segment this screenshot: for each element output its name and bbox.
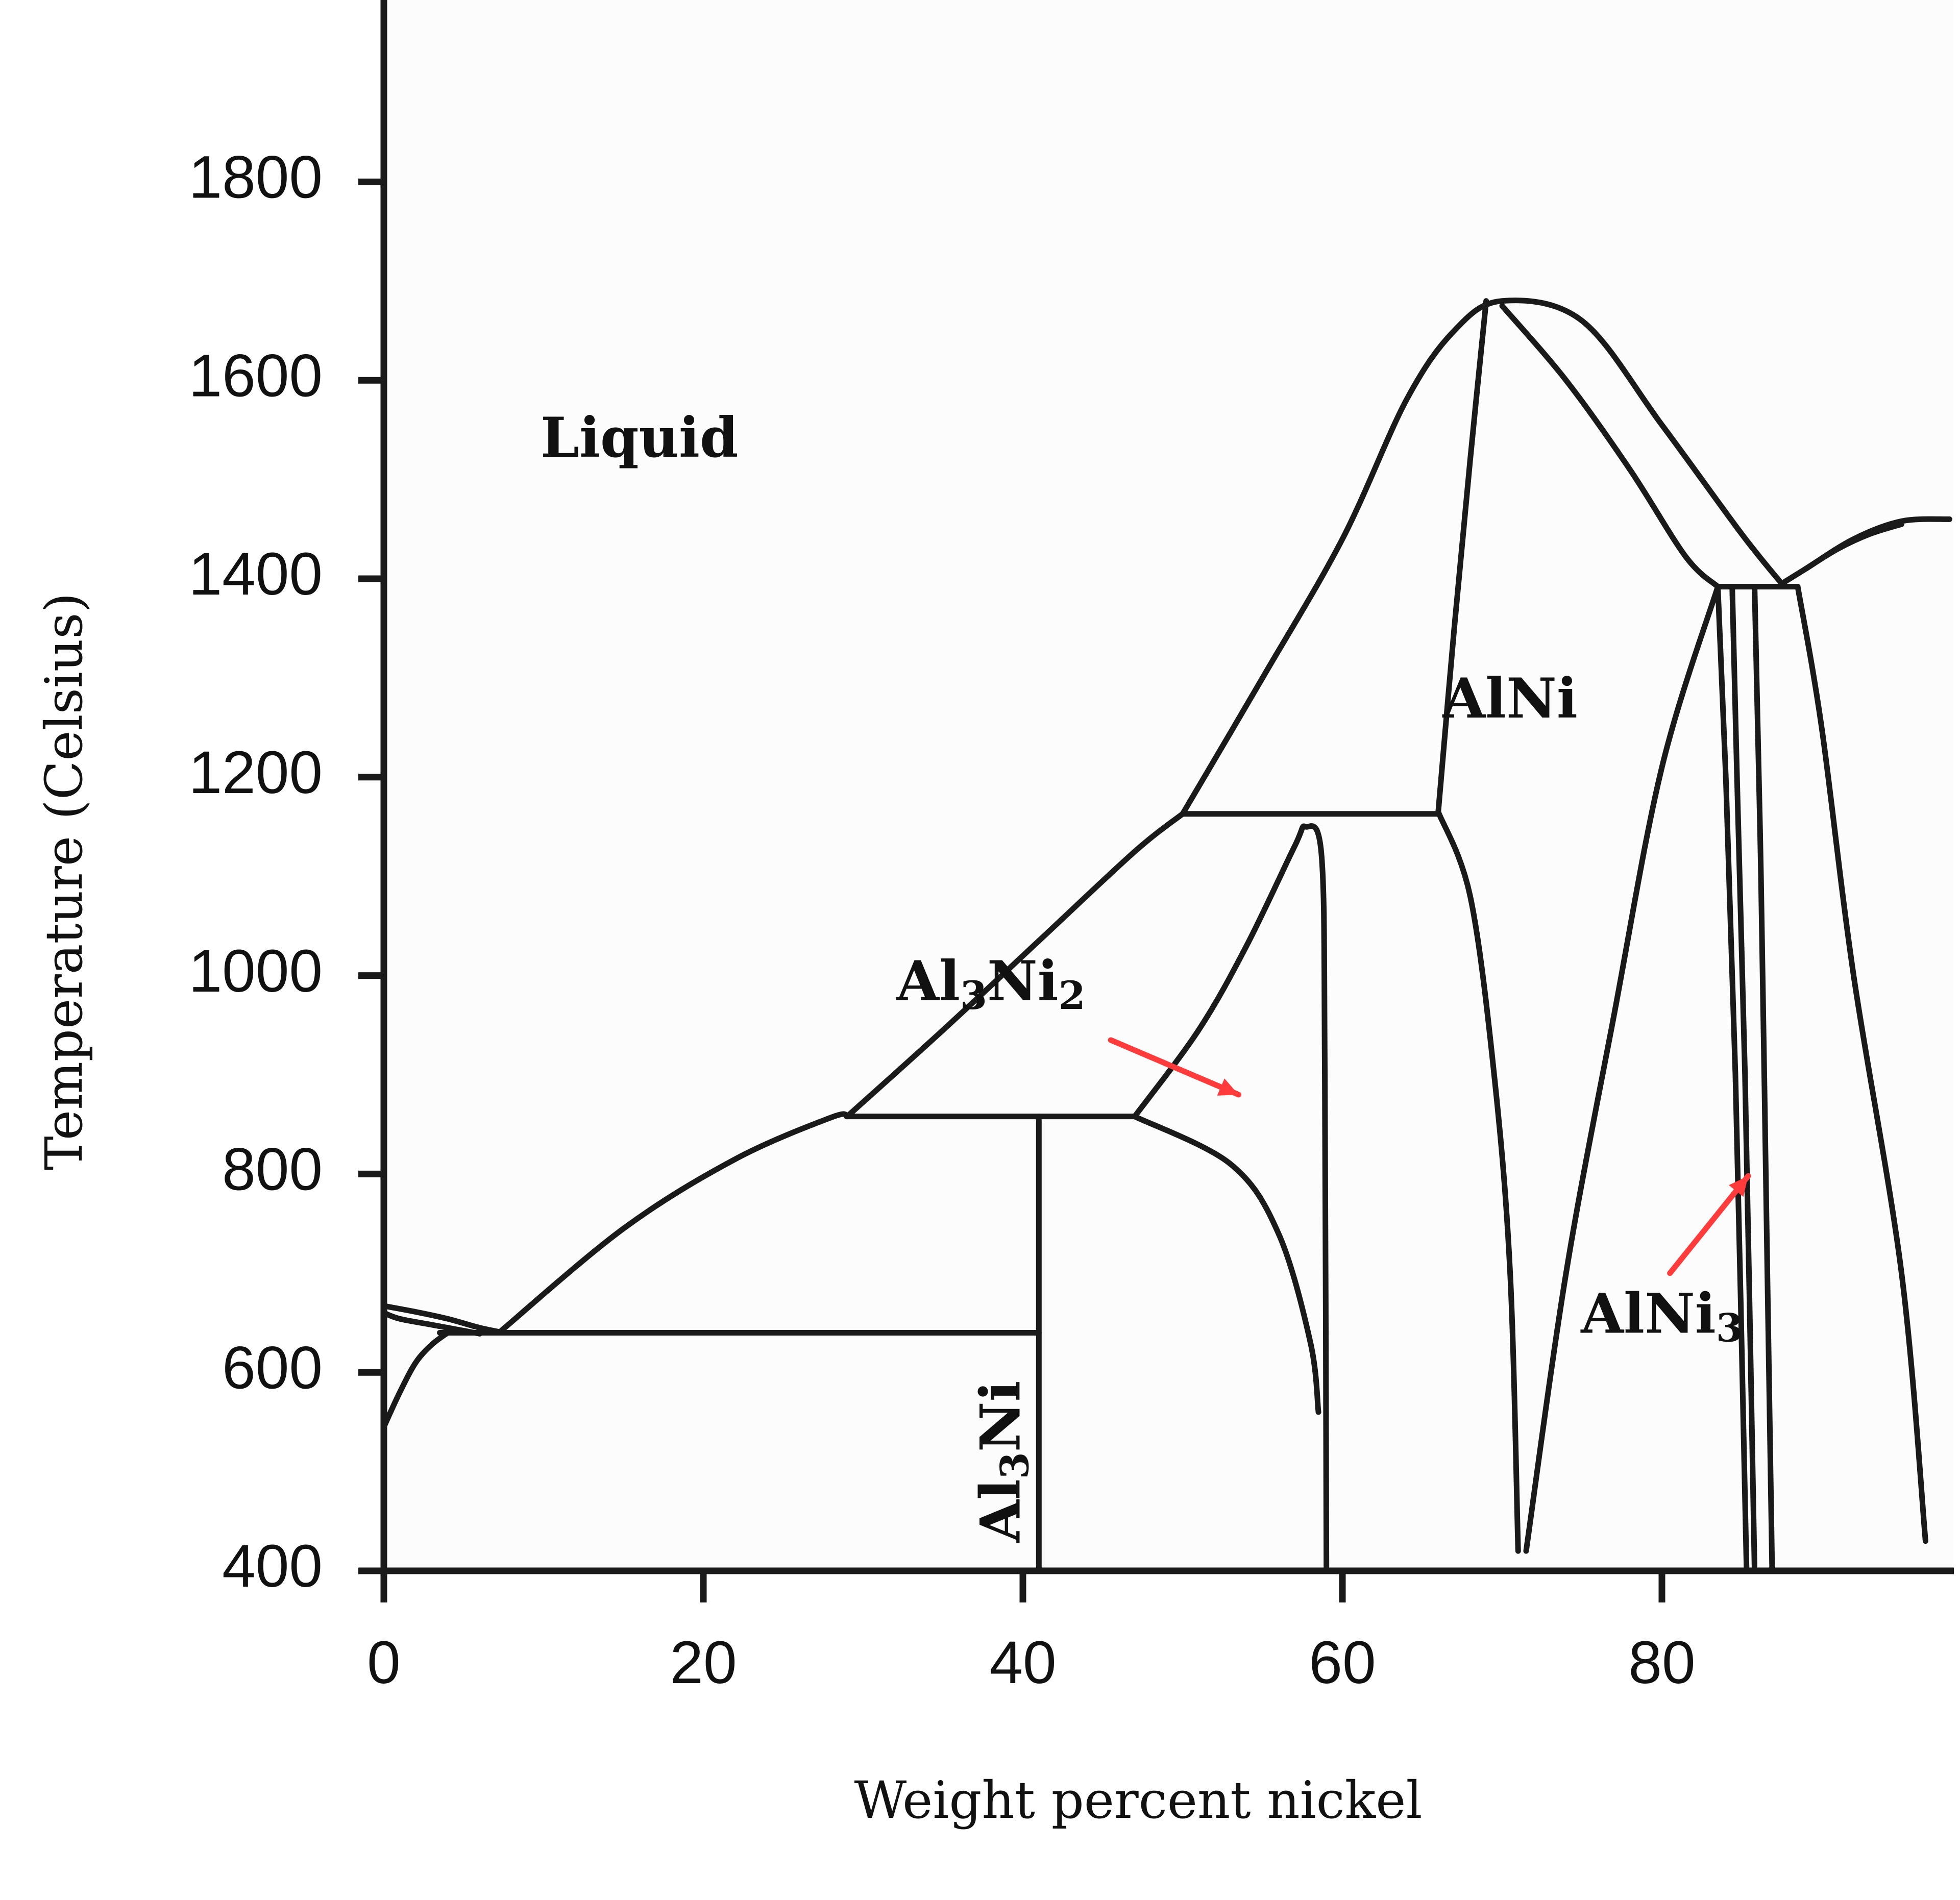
phase-label: AlNi3	[1580, 1281, 1743, 1350]
phase-boundary-line	[1715, 584, 1750, 1574]
arrow-head	[1217, 1078, 1239, 1096]
x-tick-label: 80	[1628, 1629, 1695, 1696]
y-tick-label: 800	[222, 1136, 323, 1203]
y-axis-title: Temperature (Celsius)	[34, 593, 94, 1170]
plot-background	[384, 0, 1954, 1571]
arrow-head	[1729, 1176, 1749, 1197]
phase-label: AlNi	[1442, 667, 1578, 731]
phase-boundary-line	[1435, 298, 1489, 815]
x-tick-label: 40	[989, 1629, 1056, 1696]
x-axis-title: Weight percent nickel	[854, 1770, 1423, 1830]
phase-boundary-line	[381, 1303, 507, 1336]
phase-boundary-line	[1132, 823, 1330, 1574]
phase-boundary-line	[1729, 584, 1758, 1574]
tick-labels: 0 20 40 60 80 400 600 800 1000 1200 1400 1600 1800	[188, 144, 1695, 1696]
annotation-arrow	[1108, 1037, 1242, 1098]
phase-label: Al3Ni	[969, 1380, 1038, 1543]
phase-boundary-line	[1752, 584, 1775, 1574]
axes	[374, 0, 1954, 1574]
y-tick-label: 600	[222, 1334, 323, 1401]
phase-boundary-line	[1795, 584, 1928, 1544]
phase-boundaries	[381, 298, 1952, 1574]
x-tick-label: 60	[1309, 1629, 1376, 1696]
phase-boundary-line	[1180, 298, 1785, 817]
x-tick-label: 20	[670, 1629, 737, 1696]
y-tick-label: 1000	[188, 937, 323, 1005]
plot-area	[384, 0, 1954, 1571]
phase-boundary-line	[496, 1111, 850, 1336]
annotation-arrows	[1108, 1037, 1751, 1276]
x-tick-label: 0	[367, 1629, 401, 1696]
y-tick-label: 1600	[188, 342, 323, 409]
phase-boundary-line	[1132, 1114, 1321, 1415]
annotation-arrow	[1667, 1173, 1751, 1276]
y-tick-label: 1400	[188, 540, 323, 608]
phase-boundary-line	[1803, 521, 1904, 572]
phase-boundary-line	[1523, 584, 1721, 1554]
phase-boundary-line	[1435, 809, 1521, 1554]
y-tick-label: 400	[222, 1533, 323, 1600]
y-tick-label: 1200	[188, 739, 323, 806]
phase-label: Liquid	[541, 406, 739, 470]
phase-labels: Liquid AlNi Al3Ni2 Al3Ni AlNi3	[541, 406, 1743, 1543]
phase-boundary-line	[844, 811, 1186, 1120]
phase-label: Al3Ni2	[896, 949, 1085, 1018]
tick-marks	[358, 178, 1665, 1602]
y-tick-label: 1800	[188, 144, 323, 211]
phase-boundary-line	[1499, 303, 1721, 590]
phase-boundary-line	[381, 1329, 451, 1430]
